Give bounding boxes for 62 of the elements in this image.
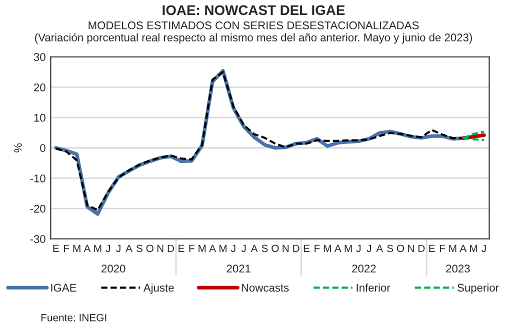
x-tick-label: S bbox=[262, 244, 268, 252]
chart-subtitle: MODELOS ESTIMADOS CON SERIES DESESTACIONALIZADAS (Variación porcentual real respecto al mismo mes del año anterior. Mayo y junio de 2023) bbox=[35, 21, 472, 44]
text: 2021 bbox=[226, 264, 250, 273]
x-tick-label: A bbox=[126, 244, 132, 252]
source-note: Fuente: INEGI bbox=[41, 314, 106, 322]
x-tick-label: F bbox=[440, 244, 446, 252]
x-tick-label: J bbox=[356, 244, 361, 252]
x-tick-label: A bbox=[209, 244, 216, 252]
x-tick-label: A bbox=[84, 244, 91, 252]
legend-label: Nowcasts bbox=[242, 284, 289, 292]
y-tick-label: -20 bbox=[30, 204, 46, 213]
x-tick-label: A bbox=[250, 244, 258, 252]
chart-title: IOAE: NOWCAST DEL IGAE bbox=[162, 5, 345, 16]
x-tick-label: E bbox=[429, 244, 435, 252]
legend-label: Inferior bbox=[356, 284, 390, 292]
x-tick-label: J bbox=[116, 244, 120, 252]
x-tick-label: E bbox=[53, 244, 59, 252]
x-tick-label: F bbox=[189, 244, 194, 252]
text: 2020 bbox=[102, 264, 126, 273]
x-tick-label: M bbox=[449, 244, 456, 252]
x-tick-label: F bbox=[64, 244, 70, 252]
y-axis-title: % bbox=[14, 143, 22, 152]
x-tick-label: N bbox=[157, 244, 164, 252]
x-tick-label: J bbox=[106, 244, 110, 252]
y-tick-label: 10 bbox=[34, 114, 46, 122]
x-tick-label: M bbox=[220, 244, 226, 252]
x-tick-label: M bbox=[94, 244, 102, 252]
x-tick-label: J bbox=[482, 244, 486, 252]
x-tick-label: M bbox=[324, 244, 331, 252]
x-tick-label: D bbox=[168, 244, 174, 252]
y-tick-label: 20 bbox=[34, 83, 46, 92]
x-tick-label: N bbox=[282, 244, 289, 252]
x-tick-label: D bbox=[418, 244, 425, 252]
x-tick-label: M bbox=[198, 244, 206, 252]
x-tick-label: J bbox=[230, 244, 236, 252]
x-tick-label: J bbox=[241, 244, 246, 252]
x-tick-label: O bbox=[272, 244, 279, 252]
x-tick-label: D bbox=[293, 244, 300, 252]
x-tick-label: M bbox=[470, 244, 478, 252]
x-tick-label: E bbox=[304, 244, 310, 252]
y-tick-label: 30 bbox=[34, 53, 46, 62]
x-tick-label: S bbox=[136, 244, 142, 252]
x-tick-label: M bbox=[73, 244, 80, 252]
x-tick-label: O bbox=[146, 244, 154, 252]
y-tick-label: -30 bbox=[30, 235, 46, 244]
legend-label: IGAE bbox=[51, 284, 76, 292]
x-tick-label: S bbox=[387, 244, 394, 252]
y-tick-label: -10 bbox=[30, 174, 46, 182]
x-tick-label: A bbox=[334, 244, 342, 252]
x-tick-label: F bbox=[314, 244, 320, 252]
x-tick-label: N bbox=[408, 244, 414, 252]
x-tick-label: M bbox=[344, 244, 352, 252]
y-tick-label: 0 bbox=[40, 144, 46, 152]
text: 2023 bbox=[446, 264, 470, 273]
legend-label: Ajuste bbox=[143, 284, 174, 294]
x-tick-label: O bbox=[396, 244, 404, 252]
x-tick-label: A bbox=[460, 244, 467, 252]
legend-label: Superior bbox=[458, 284, 499, 294]
x-tick-label: A bbox=[376, 244, 384, 252]
x-tick-label: E bbox=[178, 244, 184, 252]
text: 2022 bbox=[352, 264, 376, 273]
x-tick-label: J bbox=[366, 244, 372, 252]
